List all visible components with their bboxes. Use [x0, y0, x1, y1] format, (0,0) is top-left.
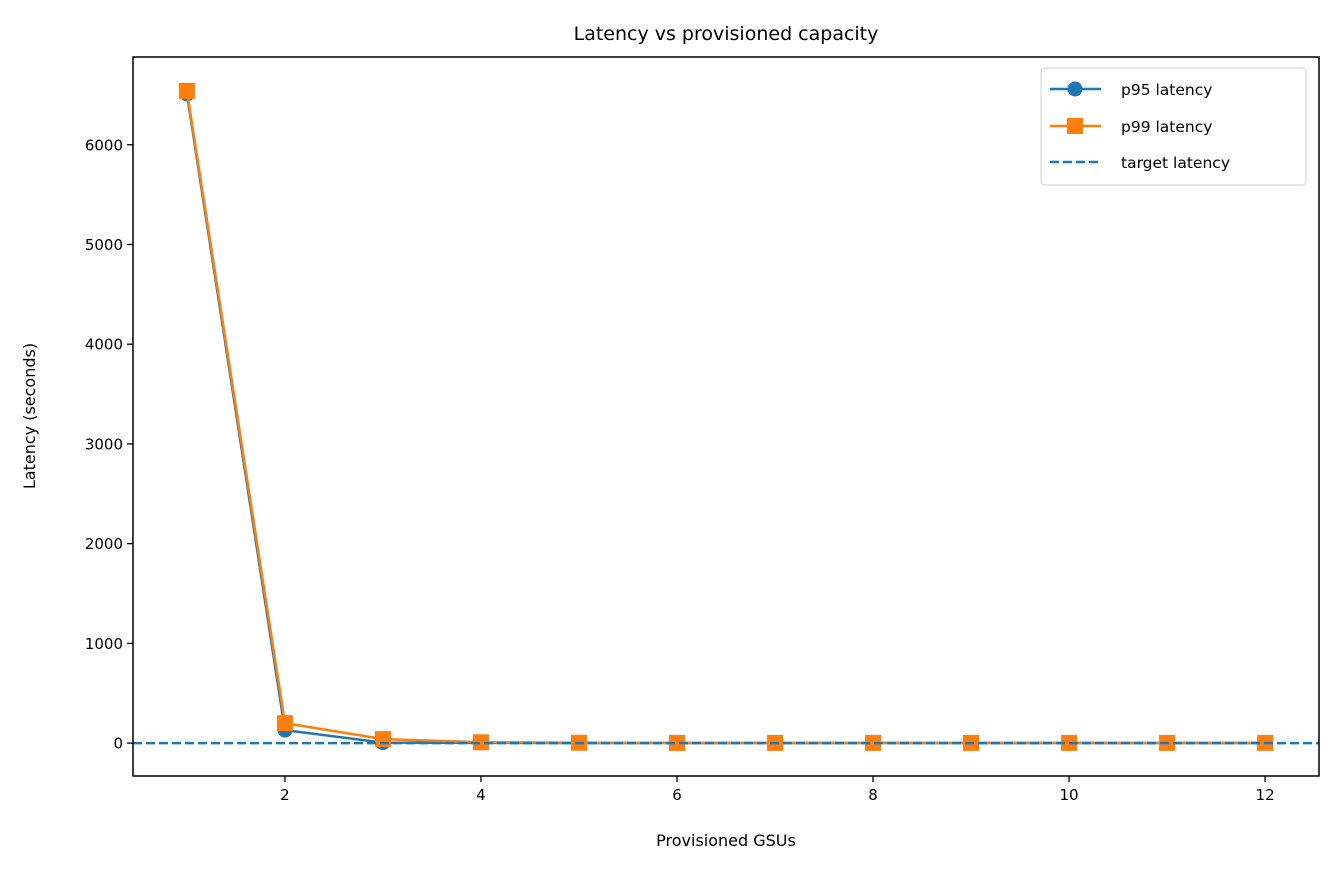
- data-point: [472, 734, 489, 751]
- x-tick-label: 2: [280, 786, 290, 804]
- y-tick-label: 4000: [85, 336, 123, 354]
- data-point: [374, 731, 391, 748]
- legend-frame: [1040, 67, 1307, 186]
- legend-label-p99: p99 latency: [1121, 118, 1212, 136]
- data-point: [178, 82, 195, 99]
- y-tick-label: 3000: [85, 435, 123, 453]
- x-tick-label: 6: [672, 786, 682, 804]
- y-tick-label: 0: [113, 735, 123, 753]
- y-axis-label: Latency (seconds): [20, 343, 39, 489]
- data-point: [668, 734, 685, 751]
- y-tick-label: 2000: [85, 535, 123, 553]
- y-axis-ticks: 0 1000 2000 3000 4000 5000 6000: [85, 136, 133, 753]
- legend-item-p99: p99 latency: [1050, 118, 1212, 136]
- series-p95-latency: [179, 86, 1273, 751]
- x-tick-label: 4: [476, 786, 486, 804]
- y-tick-label: 6000: [85, 136, 123, 154]
- x-tick-label: 8: [868, 786, 878, 804]
- y-tick-label: 1000: [85, 635, 123, 653]
- data-point: [276, 715, 293, 732]
- x-axis-label: Provisioned GSUs: [656, 831, 796, 850]
- legend-item-target: target latency: [1050, 154, 1230, 172]
- legend-label-target: target latency: [1121, 154, 1230, 172]
- data-point: [865, 734, 882, 751]
- circle-marker-icon: [1067, 81, 1083, 97]
- legend-label-p95: p95 latency: [1121, 81, 1212, 99]
- legend: p95 latency p99 latency target latency: [1040, 67, 1307, 186]
- plot-area: [133, 82, 1319, 751]
- legend-item-p95: p95 latency: [1050, 81, 1212, 99]
- y-tick-label: 5000: [85, 236, 123, 254]
- square-marker-icon: [1067, 118, 1083, 134]
- x-axis-ticks: 2 4 6 8 10 12: [280, 776, 1275, 804]
- x-tick-label: 10: [1060, 786, 1079, 804]
- chart-title: Latency vs provisioned capacity: [574, 23, 879, 45]
- axes-frame: [132, 56, 1320, 777]
- x-tick-label: 12: [1256, 786, 1275, 804]
